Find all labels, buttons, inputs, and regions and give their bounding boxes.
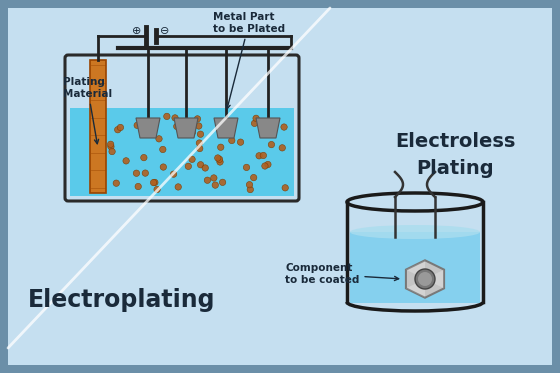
Circle shape xyxy=(156,136,162,142)
Circle shape xyxy=(253,115,259,122)
Circle shape xyxy=(415,269,435,289)
Circle shape xyxy=(174,123,180,129)
Circle shape xyxy=(237,139,244,145)
Circle shape xyxy=(279,145,286,151)
Polygon shape xyxy=(425,260,444,279)
Polygon shape xyxy=(406,260,425,279)
Circle shape xyxy=(144,128,151,134)
Circle shape xyxy=(418,272,432,286)
Circle shape xyxy=(146,124,153,131)
Circle shape xyxy=(197,145,203,152)
Bar xyxy=(90,60,106,193)
Bar xyxy=(70,108,294,196)
Circle shape xyxy=(217,159,223,165)
Text: ⊖: ⊖ xyxy=(160,26,170,36)
Text: Plating
Material: Plating Material xyxy=(63,77,112,144)
Circle shape xyxy=(214,155,221,161)
Polygon shape xyxy=(174,118,198,138)
Circle shape xyxy=(202,165,208,171)
Polygon shape xyxy=(136,118,160,138)
Circle shape xyxy=(170,171,177,177)
Ellipse shape xyxy=(350,225,480,239)
Circle shape xyxy=(175,184,181,190)
Circle shape xyxy=(281,124,287,130)
Circle shape xyxy=(160,146,166,153)
Circle shape xyxy=(172,115,178,121)
Circle shape xyxy=(108,141,114,147)
Circle shape xyxy=(228,137,235,144)
Circle shape xyxy=(220,179,226,185)
Circle shape xyxy=(152,179,158,186)
Circle shape xyxy=(160,164,166,170)
Text: Electroplating: Electroplating xyxy=(28,288,216,312)
Circle shape xyxy=(196,140,203,146)
Circle shape xyxy=(189,129,195,135)
Circle shape xyxy=(244,164,250,170)
Circle shape xyxy=(251,120,258,126)
Polygon shape xyxy=(406,270,425,288)
Circle shape xyxy=(123,158,129,164)
Circle shape xyxy=(217,144,224,150)
Polygon shape xyxy=(256,118,280,138)
Circle shape xyxy=(197,131,204,137)
Circle shape xyxy=(268,141,274,148)
Circle shape xyxy=(185,163,192,169)
Circle shape xyxy=(154,186,160,193)
Polygon shape xyxy=(406,260,444,298)
Circle shape xyxy=(195,123,202,129)
Circle shape xyxy=(151,179,157,186)
Circle shape xyxy=(142,170,148,176)
Circle shape xyxy=(204,177,211,184)
Circle shape xyxy=(247,186,254,193)
Circle shape xyxy=(109,148,115,155)
Circle shape xyxy=(256,153,262,159)
Polygon shape xyxy=(8,8,552,365)
Circle shape xyxy=(117,124,124,131)
Circle shape xyxy=(194,116,200,122)
Circle shape xyxy=(115,126,121,133)
Polygon shape xyxy=(406,279,425,298)
Circle shape xyxy=(212,182,218,188)
Circle shape xyxy=(260,131,267,137)
Circle shape xyxy=(262,163,268,169)
Circle shape xyxy=(135,183,141,190)
Polygon shape xyxy=(425,270,444,288)
Text: Component
to be coated: Component to be coated xyxy=(285,263,399,285)
Circle shape xyxy=(265,161,271,168)
Circle shape xyxy=(216,156,223,163)
Polygon shape xyxy=(425,279,444,298)
Text: ⊕: ⊕ xyxy=(132,26,142,36)
Circle shape xyxy=(134,122,141,129)
Circle shape xyxy=(246,182,253,188)
Circle shape xyxy=(164,113,170,120)
Circle shape xyxy=(141,154,147,161)
Circle shape xyxy=(189,156,195,163)
Circle shape xyxy=(282,185,288,191)
Circle shape xyxy=(250,175,257,181)
Circle shape xyxy=(113,180,119,186)
Circle shape xyxy=(260,152,267,159)
Circle shape xyxy=(198,162,204,168)
Bar xyxy=(350,232,480,303)
Circle shape xyxy=(133,170,139,176)
Circle shape xyxy=(108,143,114,150)
Text: Metal Part
to be Plated: Metal Part to be Plated xyxy=(213,12,285,109)
Text: Electroless
Plating: Electroless Plating xyxy=(395,132,515,178)
Polygon shape xyxy=(214,118,238,138)
Circle shape xyxy=(211,175,217,181)
